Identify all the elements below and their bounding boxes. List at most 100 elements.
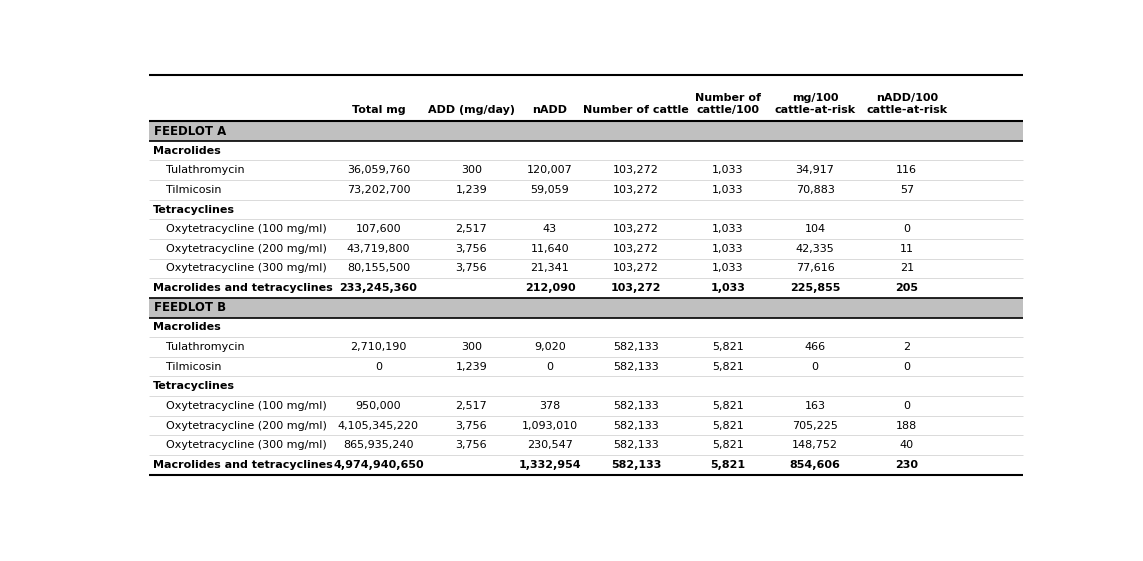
Bar bbox=[149, 396, 1023, 416]
Text: 230,547: 230,547 bbox=[527, 440, 573, 450]
Text: 120,007: 120,007 bbox=[527, 165, 573, 175]
Text: 2: 2 bbox=[903, 342, 910, 352]
Bar bbox=[149, 298, 1023, 318]
Text: 2,517: 2,517 bbox=[456, 224, 487, 234]
Text: 59,059: 59,059 bbox=[530, 185, 569, 195]
Text: 705,225: 705,225 bbox=[792, 421, 838, 430]
Text: 103,272: 103,272 bbox=[613, 244, 660, 254]
Text: 5,821: 5,821 bbox=[710, 460, 745, 470]
Bar bbox=[149, 337, 1023, 357]
Text: Tetracyclines: Tetracyclines bbox=[153, 205, 235, 214]
Text: 40: 40 bbox=[900, 440, 914, 450]
Text: 466: 466 bbox=[805, 342, 825, 352]
Text: Macrolides: Macrolides bbox=[153, 323, 221, 332]
Text: Number of cattle: Number of cattle bbox=[583, 105, 689, 115]
Bar bbox=[149, 180, 1023, 200]
Text: 1,033: 1,033 bbox=[712, 165, 743, 175]
Text: 5,821: 5,821 bbox=[712, 421, 744, 430]
Text: 148,752: 148,752 bbox=[792, 440, 838, 450]
Text: 4,974,940,650: 4,974,940,650 bbox=[333, 460, 424, 470]
Text: 70,883: 70,883 bbox=[796, 185, 834, 195]
Text: 188: 188 bbox=[896, 421, 918, 430]
Text: 1,239: 1,239 bbox=[456, 185, 487, 195]
Bar bbox=[149, 75, 1023, 121]
Bar bbox=[149, 259, 1023, 278]
Text: 865,935,240: 865,935,240 bbox=[343, 440, 414, 450]
Text: Total mg: Total mg bbox=[352, 105, 405, 115]
Text: 107,600: 107,600 bbox=[355, 224, 401, 234]
Text: Oxytetracycline (100 mg/ml): Oxytetracycline (100 mg/ml) bbox=[166, 401, 327, 411]
Text: 5,821: 5,821 bbox=[712, 362, 744, 371]
Text: 21: 21 bbox=[900, 264, 914, 273]
Text: Tulathromycin: Tulathromycin bbox=[166, 342, 245, 352]
Text: Macrolides and tetracyclines: Macrolides and tetracyclines bbox=[153, 460, 333, 470]
Text: 1,093,010: 1,093,010 bbox=[522, 421, 578, 430]
Text: 5,821: 5,821 bbox=[712, 401, 744, 411]
Bar bbox=[149, 200, 1023, 219]
Text: 3,756: 3,756 bbox=[456, 440, 487, 450]
Text: 36,059,760: 36,059,760 bbox=[346, 165, 410, 175]
Bar bbox=[149, 416, 1023, 435]
Text: 1,033: 1,033 bbox=[712, 264, 743, 273]
Text: 163: 163 bbox=[805, 401, 825, 411]
Text: Tulathromycin: Tulathromycin bbox=[166, 165, 245, 175]
Text: 73,202,700: 73,202,700 bbox=[346, 185, 410, 195]
Text: 2,517: 2,517 bbox=[456, 401, 487, 411]
Text: Oxytetracycline (300 mg/ml): Oxytetracycline (300 mg/ml) bbox=[166, 440, 327, 450]
Text: 0: 0 bbox=[546, 362, 553, 371]
Text: 103,272: 103,272 bbox=[610, 283, 662, 293]
Text: 3,756: 3,756 bbox=[456, 244, 487, 254]
Text: nADD: nADD bbox=[533, 105, 567, 115]
Text: 582,133: 582,133 bbox=[610, 460, 661, 470]
Text: 4,105,345,220: 4,105,345,220 bbox=[338, 421, 418, 430]
Text: mg/100
cattle-at-risk: mg/100 cattle-at-risk bbox=[775, 93, 856, 115]
Text: 43: 43 bbox=[543, 224, 557, 234]
Text: Macrolides: Macrolides bbox=[153, 146, 221, 155]
Text: 34,917: 34,917 bbox=[796, 165, 834, 175]
Text: 0: 0 bbox=[375, 362, 382, 371]
Text: 11: 11 bbox=[900, 244, 913, 254]
Text: 205: 205 bbox=[895, 283, 918, 293]
Text: Oxytetracycline (100 mg/ml): Oxytetracycline (100 mg/ml) bbox=[166, 224, 327, 234]
Bar bbox=[149, 357, 1023, 376]
Text: 854,606: 854,606 bbox=[790, 460, 840, 470]
Text: FEEDLOT B: FEEDLOT B bbox=[154, 301, 226, 314]
Text: 582,133: 582,133 bbox=[613, 440, 658, 450]
Text: 1,239: 1,239 bbox=[456, 362, 487, 371]
Bar bbox=[149, 278, 1023, 298]
Text: 43,719,800: 43,719,800 bbox=[346, 244, 410, 254]
Text: 77,616: 77,616 bbox=[796, 264, 834, 273]
Text: Number of
cattle/100: Number of cattle/100 bbox=[695, 93, 761, 115]
Text: 116: 116 bbox=[896, 165, 918, 175]
Text: 0: 0 bbox=[903, 224, 910, 234]
Text: 0: 0 bbox=[812, 362, 818, 371]
Text: ADD (mg/day): ADD (mg/day) bbox=[427, 105, 514, 115]
Text: 103,272: 103,272 bbox=[613, 224, 660, 234]
Text: 103,272: 103,272 bbox=[613, 185, 660, 195]
Text: 0: 0 bbox=[903, 401, 910, 411]
Text: 233,245,360: 233,245,360 bbox=[339, 283, 417, 293]
Text: 9,020: 9,020 bbox=[534, 342, 566, 352]
Bar bbox=[149, 455, 1023, 475]
Text: Oxytetracycline (200 mg/ml): Oxytetracycline (200 mg/ml) bbox=[166, 244, 327, 254]
Text: 2,710,190: 2,710,190 bbox=[350, 342, 407, 352]
Text: Tilmicosin: Tilmicosin bbox=[166, 362, 222, 371]
Text: 1,033: 1,033 bbox=[712, 224, 743, 234]
Text: 21,341: 21,341 bbox=[530, 264, 569, 273]
Text: nADD/100
cattle-at-risk: nADD/100 cattle-at-risk bbox=[866, 93, 948, 115]
Bar bbox=[149, 435, 1023, 455]
Text: 11,640: 11,640 bbox=[530, 244, 569, 254]
Text: 1,033: 1,033 bbox=[712, 244, 743, 254]
Text: 1,033: 1,033 bbox=[710, 283, 745, 293]
Text: 3,756: 3,756 bbox=[456, 421, 487, 430]
Text: 103,272: 103,272 bbox=[613, 165, 660, 175]
Text: 582,133: 582,133 bbox=[613, 401, 658, 411]
Bar bbox=[149, 219, 1023, 239]
Text: 230: 230 bbox=[895, 460, 918, 470]
Text: 5,821: 5,821 bbox=[712, 342, 744, 352]
Text: Oxytetracycline (300 mg/ml): Oxytetracycline (300 mg/ml) bbox=[166, 264, 327, 273]
Text: 0: 0 bbox=[903, 362, 910, 371]
Text: 5,821: 5,821 bbox=[712, 440, 744, 450]
Bar bbox=[149, 376, 1023, 396]
Bar bbox=[149, 121, 1023, 141]
